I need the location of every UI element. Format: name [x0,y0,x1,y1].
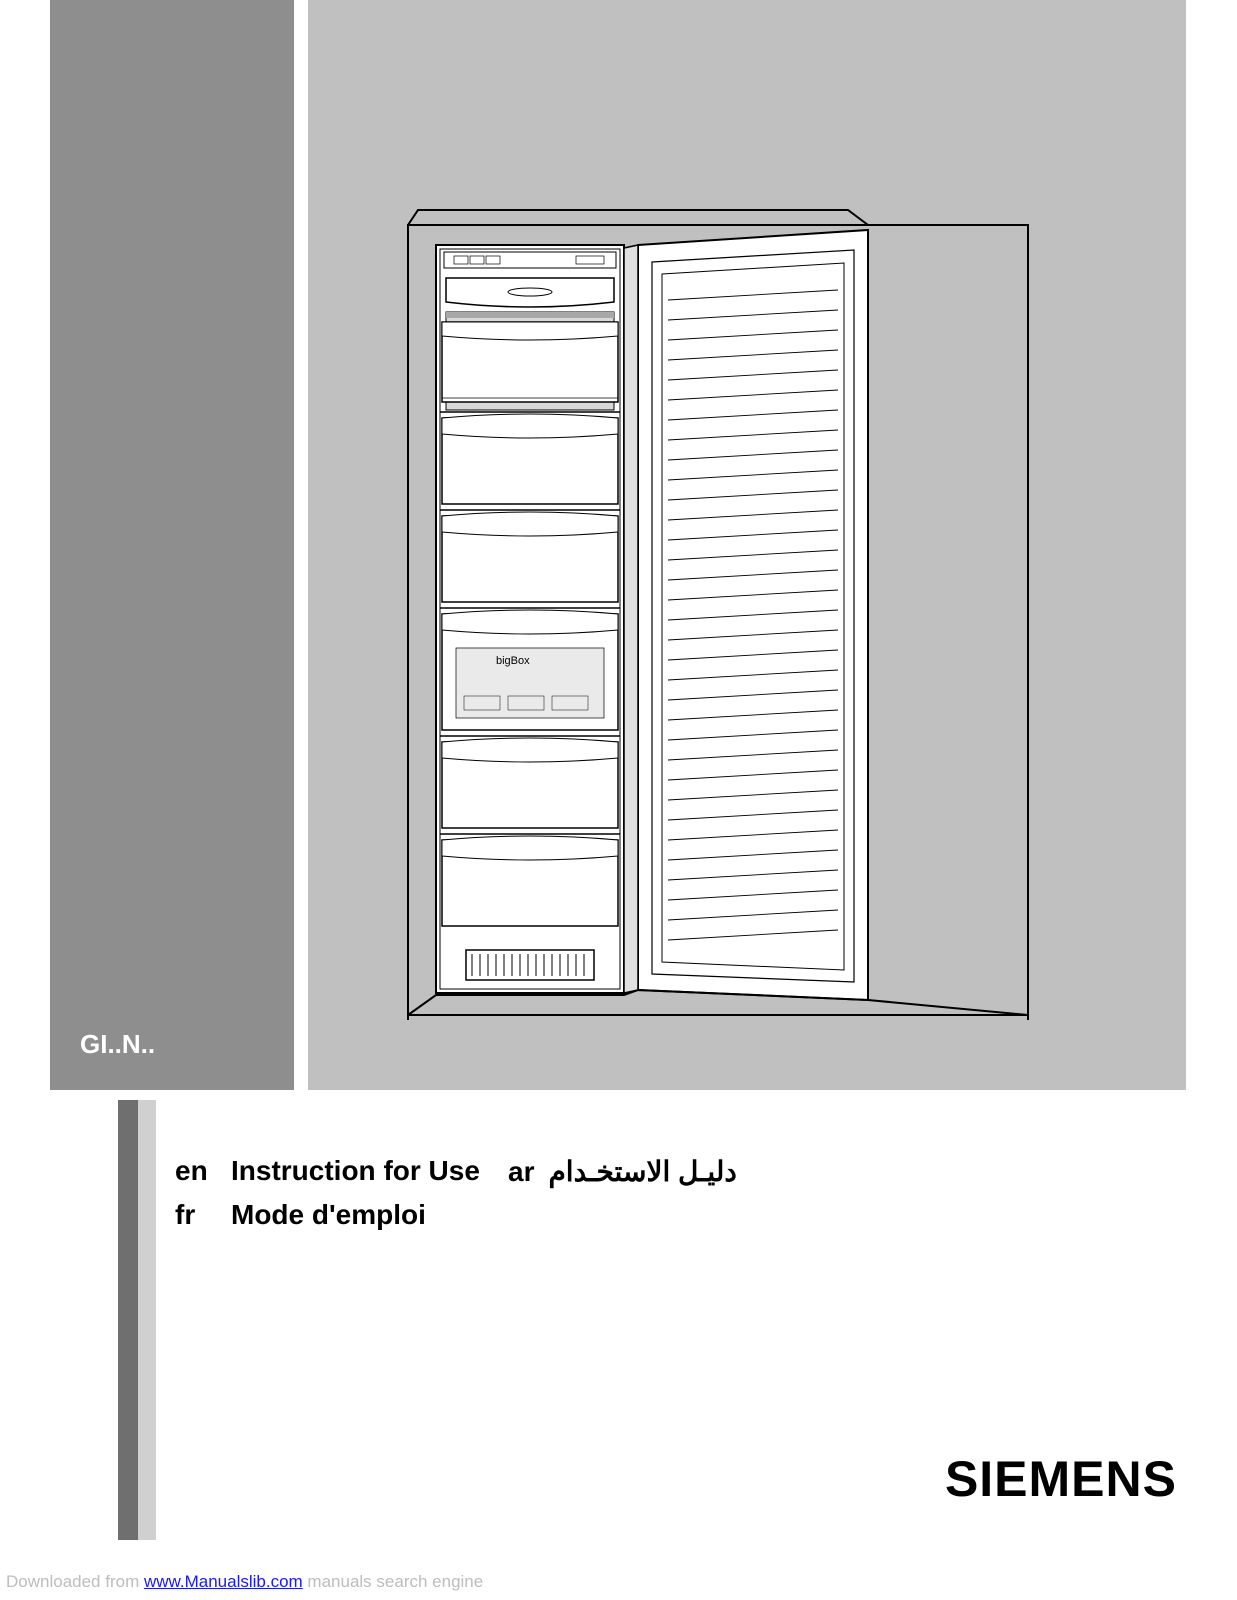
lang-code-ar: ar [508,1156,534,1188]
footer-attribution: Downloaded from www.Manualslib.com manua… [6,1572,483,1592]
model-code: GI..N.. [80,1029,155,1060]
freezer-drawer-2 [442,414,618,504]
lang-code-fr: fr [175,1199,231,1231]
freezer-illustration-panel: bigBox [308,0,1186,1090]
left-grey-column: GI..N.. [50,0,294,1090]
vertical-accent-bar-dark [118,1100,138,1540]
freezer-drawer-1 [442,322,618,402]
freezer-door-open [624,230,868,1000]
vertical-accent-bar-light [138,1100,156,1540]
freezer-drawer-bigbox: bigBox [442,610,618,730]
freezer-illustration-svg: bigBox [308,0,1186,1090]
language-row-fr: fr Mode d'emploi [175,1199,975,1231]
freezer-drawer-6 [442,836,618,926]
lang-title-ar: دليـل الاستخـدام [548,1155,736,1188]
freezer-drawer-5 [442,738,618,828]
manual-cover-page: GI..N.. [0,0,1237,1600]
freezer-drawer-3 [442,512,618,602]
lang-title-en: Instruction for Use [231,1155,480,1187]
footer-link[interactable]: www.Manualslib.com [144,1572,303,1591]
brand-logo-text: SIEMENS [945,1450,1177,1508]
footer-suffix: manuals search engine [303,1572,484,1591]
bigbox-label-svg: bigBox [496,655,530,667]
lang-code-en: en [175,1155,231,1187]
language-row-ar: ar دليـل الاستخـدام [508,1155,737,1188]
lang-title-fr: Mode d'emploi [231,1199,426,1231]
footer-prefix: Downloaded from [6,1572,144,1591]
